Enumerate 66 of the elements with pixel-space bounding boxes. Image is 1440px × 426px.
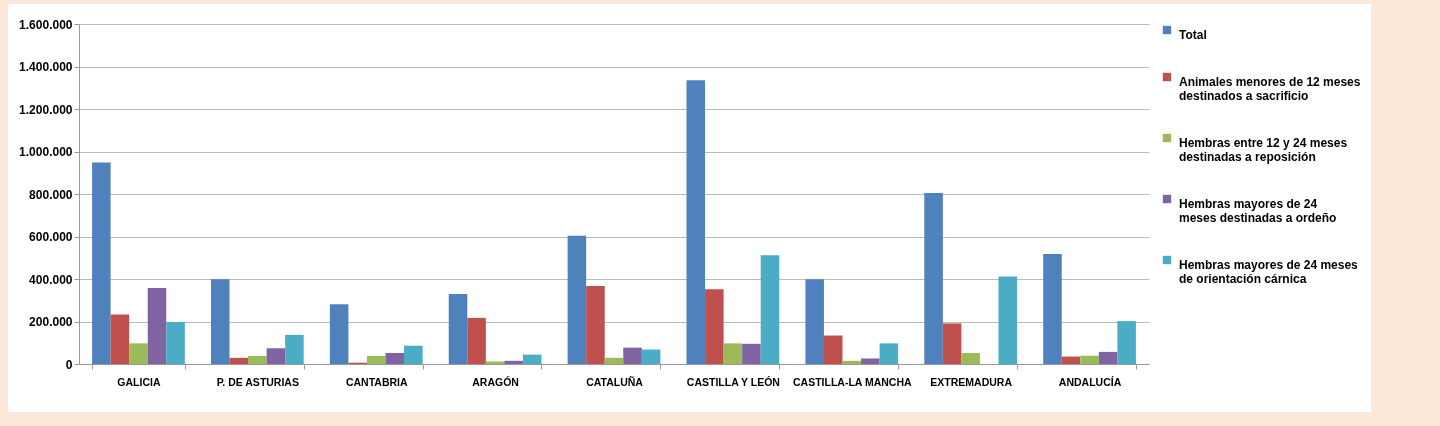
bar xyxy=(604,357,624,364)
bar xyxy=(129,343,148,364)
y-tick-label: 1.200.000 xyxy=(19,102,73,117)
bar xyxy=(924,192,943,364)
bar xyxy=(623,347,642,364)
bar xyxy=(329,304,349,364)
bar xyxy=(723,343,743,364)
bar xyxy=(404,345,423,364)
x-tick-label: ANDALUCÍA xyxy=(1058,375,1122,388)
bar xyxy=(1043,253,1062,364)
bar xyxy=(166,321,185,364)
bar xyxy=(942,323,962,364)
bar xyxy=(92,162,111,364)
bar xyxy=(641,349,661,364)
y-tick-label: 0 xyxy=(65,357,73,372)
x-tick-label: EXTREMADURA xyxy=(930,375,1013,388)
bar xyxy=(266,348,286,364)
y-tick-label: 600.000 xyxy=(29,230,73,244)
bar xyxy=(448,293,468,364)
bar xyxy=(961,352,980,364)
legend-label: Hembras mayores de 24 meses destinadas a ordeño xyxy=(1179,197,1337,225)
bar xyxy=(823,335,843,364)
bar xyxy=(504,360,523,364)
y-tick-label: 800.000 xyxy=(29,187,73,202)
legend-label: Hembras entre 12 y 24 meses destinadas a reposición xyxy=(1179,136,1348,164)
bar xyxy=(742,343,761,364)
y-tick-label: 1.000.000 xyxy=(19,145,73,159)
bar xyxy=(467,317,486,364)
x-tick-label: CATALUÑA xyxy=(586,375,644,388)
y-tick-label: 1.400.000 xyxy=(19,60,73,74)
bar xyxy=(248,355,267,364)
bar xyxy=(1080,355,1099,364)
bar xyxy=(586,286,605,364)
bar xyxy=(385,352,405,364)
bar xyxy=(485,361,505,364)
bar xyxy=(567,235,587,364)
y-tick-label: 200.000 xyxy=(29,315,73,329)
bar xyxy=(861,358,880,364)
bar xyxy=(210,279,230,364)
bar xyxy=(1098,351,1118,364)
bar xyxy=(366,355,386,364)
bar xyxy=(842,360,862,364)
bar xyxy=(285,334,304,364)
x-tick-label: GALICIA xyxy=(117,375,161,388)
bar xyxy=(229,357,249,364)
legend-label: Hembras mayores de 24 meses de orientación cárnica xyxy=(1179,258,1359,286)
bar xyxy=(110,314,130,364)
legend-label: Total xyxy=(1179,28,1207,42)
bar xyxy=(147,287,167,364)
y-tick-label: 1.600.000 xyxy=(19,17,73,32)
bar xyxy=(686,80,706,364)
bar xyxy=(522,354,542,364)
bar xyxy=(1117,321,1136,364)
bar xyxy=(879,343,899,364)
bar xyxy=(760,255,780,364)
x-tick-label: CASTILLA Y LEÓN xyxy=(686,375,780,388)
x-tick-label: ARAGÓN xyxy=(472,375,519,388)
y-tick-label: 400.000 xyxy=(29,272,73,287)
bar xyxy=(705,289,724,364)
bar xyxy=(998,276,1018,364)
bar xyxy=(805,279,824,364)
legend-label: Animales menores de 12 meses destinados a sacrificio xyxy=(1179,75,1361,103)
x-tick-label: CASTILLA-LA MANCHA xyxy=(792,375,912,388)
x-tick-label: P. DE ASTURIAS xyxy=(216,375,299,388)
x-tick-label: CANTABRIA xyxy=(345,375,408,388)
bar xyxy=(1061,356,1081,364)
